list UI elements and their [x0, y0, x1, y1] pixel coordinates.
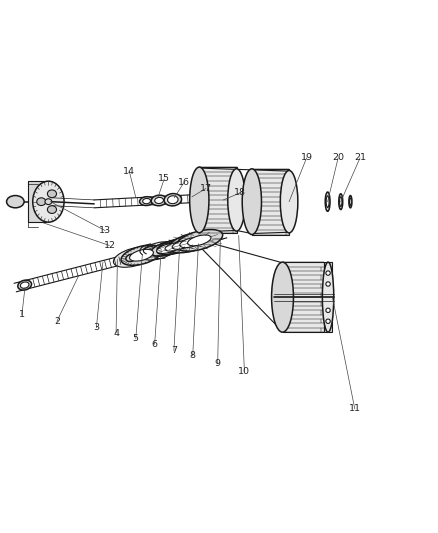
- Ellipse shape: [176, 230, 223, 251]
- Ellipse shape: [339, 194, 343, 209]
- Ellipse shape: [180, 237, 202, 248]
- Text: 9: 9: [215, 359, 221, 368]
- Ellipse shape: [7, 196, 24, 208]
- Ellipse shape: [326, 308, 330, 312]
- Text: 3: 3: [93, 324, 99, 332]
- Text: 5: 5: [133, 334, 139, 343]
- Ellipse shape: [326, 282, 330, 286]
- Ellipse shape: [157, 238, 194, 255]
- Ellipse shape: [339, 197, 342, 206]
- Text: 1: 1: [19, 310, 25, 319]
- Text: 18: 18: [234, 189, 246, 197]
- Ellipse shape: [349, 196, 352, 208]
- Text: 17: 17: [200, 184, 212, 193]
- Ellipse shape: [155, 197, 163, 204]
- Ellipse shape: [228, 169, 245, 231]
- Ellipse shape: [326, 196, 329, 207]
- Text: 4: 4: [113, 328, 119, 337]
- Ellipse shape: [140, 197, 154, 206]
- Text: 2: 2: [54, 317, 60, 326]
- Text: 11: 11: [349, 405, 361, 414]
- Text: 19: 19: [300, 154, 313, 163]
- Ellipse shape: [165, 242, 185, 251]
- Bar: [283, 262, 324, 332]
- Ellipse shape: [326, 271, 330, 275]
- Ellipse shape: [242, 169, 261, 235]
- Ellipse shape: [126, 254, 136, 262]
- Ellipse shape: [33, 181, 64, 222]
- Ellipse shape: [121, 245, 162, 265]
- Ellipse shape: [18, 280, 32, 290]
- Text: 13: 13: [99, 226, 111, 235]
- Text: 10: 10: [238, 367, 251, 376]
- Text: 6: 6: [152, 340, 158, 349]
- Ellipse shape: [151, 195, 167, 206]
- Ellipse shape: [157, 244, 179, 254]
- Ellipse shape: [169, 232, 213, 253]
- Ellipse shape: [168, 196, 178, 204]
- Ellipse shape: [350, 198, 351, 205]
- Ellipse shape: [280, 171, 298, 233]
- Ellipse shape: [130, 249, 153, 261]
- Text: 12: 12: [103, 241, 116, 250]
- Ellipse shape: [322, 262, 334, 332]
- Text: 20: 20: [332, 154, 344, 163]
- Ellipse shape: [45, 199, 52, 205]
- Ellipse shape: [187, 235, 211, 246]
- Bar: [252, 169, 289, 235]
- Text: 8: 8: [190, 351, 196, 360]
- Text: 14: 14: [123, 166, 135, 175]
- Ellipse shape: [272, 262, 293, 332]
- Ellipse shape: [172, 240, 193, 249]
- Text: 15: 15: [158, 174, 170, 183]
- Bar: [199, 167, 237, 233]
- Ellipse shape: [37, 198, 46, 206]
- Ellipse shape: [325, 192, 330, 211]
- Text: 16: 16: [178, 178, 190, 187]
- Text: 7: 7: [171, 346, 177, 355]
- Ellipse shape: [164, 193, 182, 206]
- Ellipse shape: [190, 167, 209, 233]
- Ellipse shape: [151, 241, 185, 256]
- Ellipse shape: [326, 319, 330, 324]
- Ellipse shape: [164, 236, 201, 253]
- Ellipse shape: [20, 282, 29, 288]
- Text: 21: 21: [354, 154, 366, 163]
- Bar: [28, 181, 46, 222]
- Ellipse shape: [47, 190, 57, 198]
- Ellipse shape: [143, 198, 151, 204]
- Bar: [324, 262, 332, 332]
- Ellipse shape: [113, 247, 154, 267]
- Ellipse shape: [47, 206, 57, 213]
